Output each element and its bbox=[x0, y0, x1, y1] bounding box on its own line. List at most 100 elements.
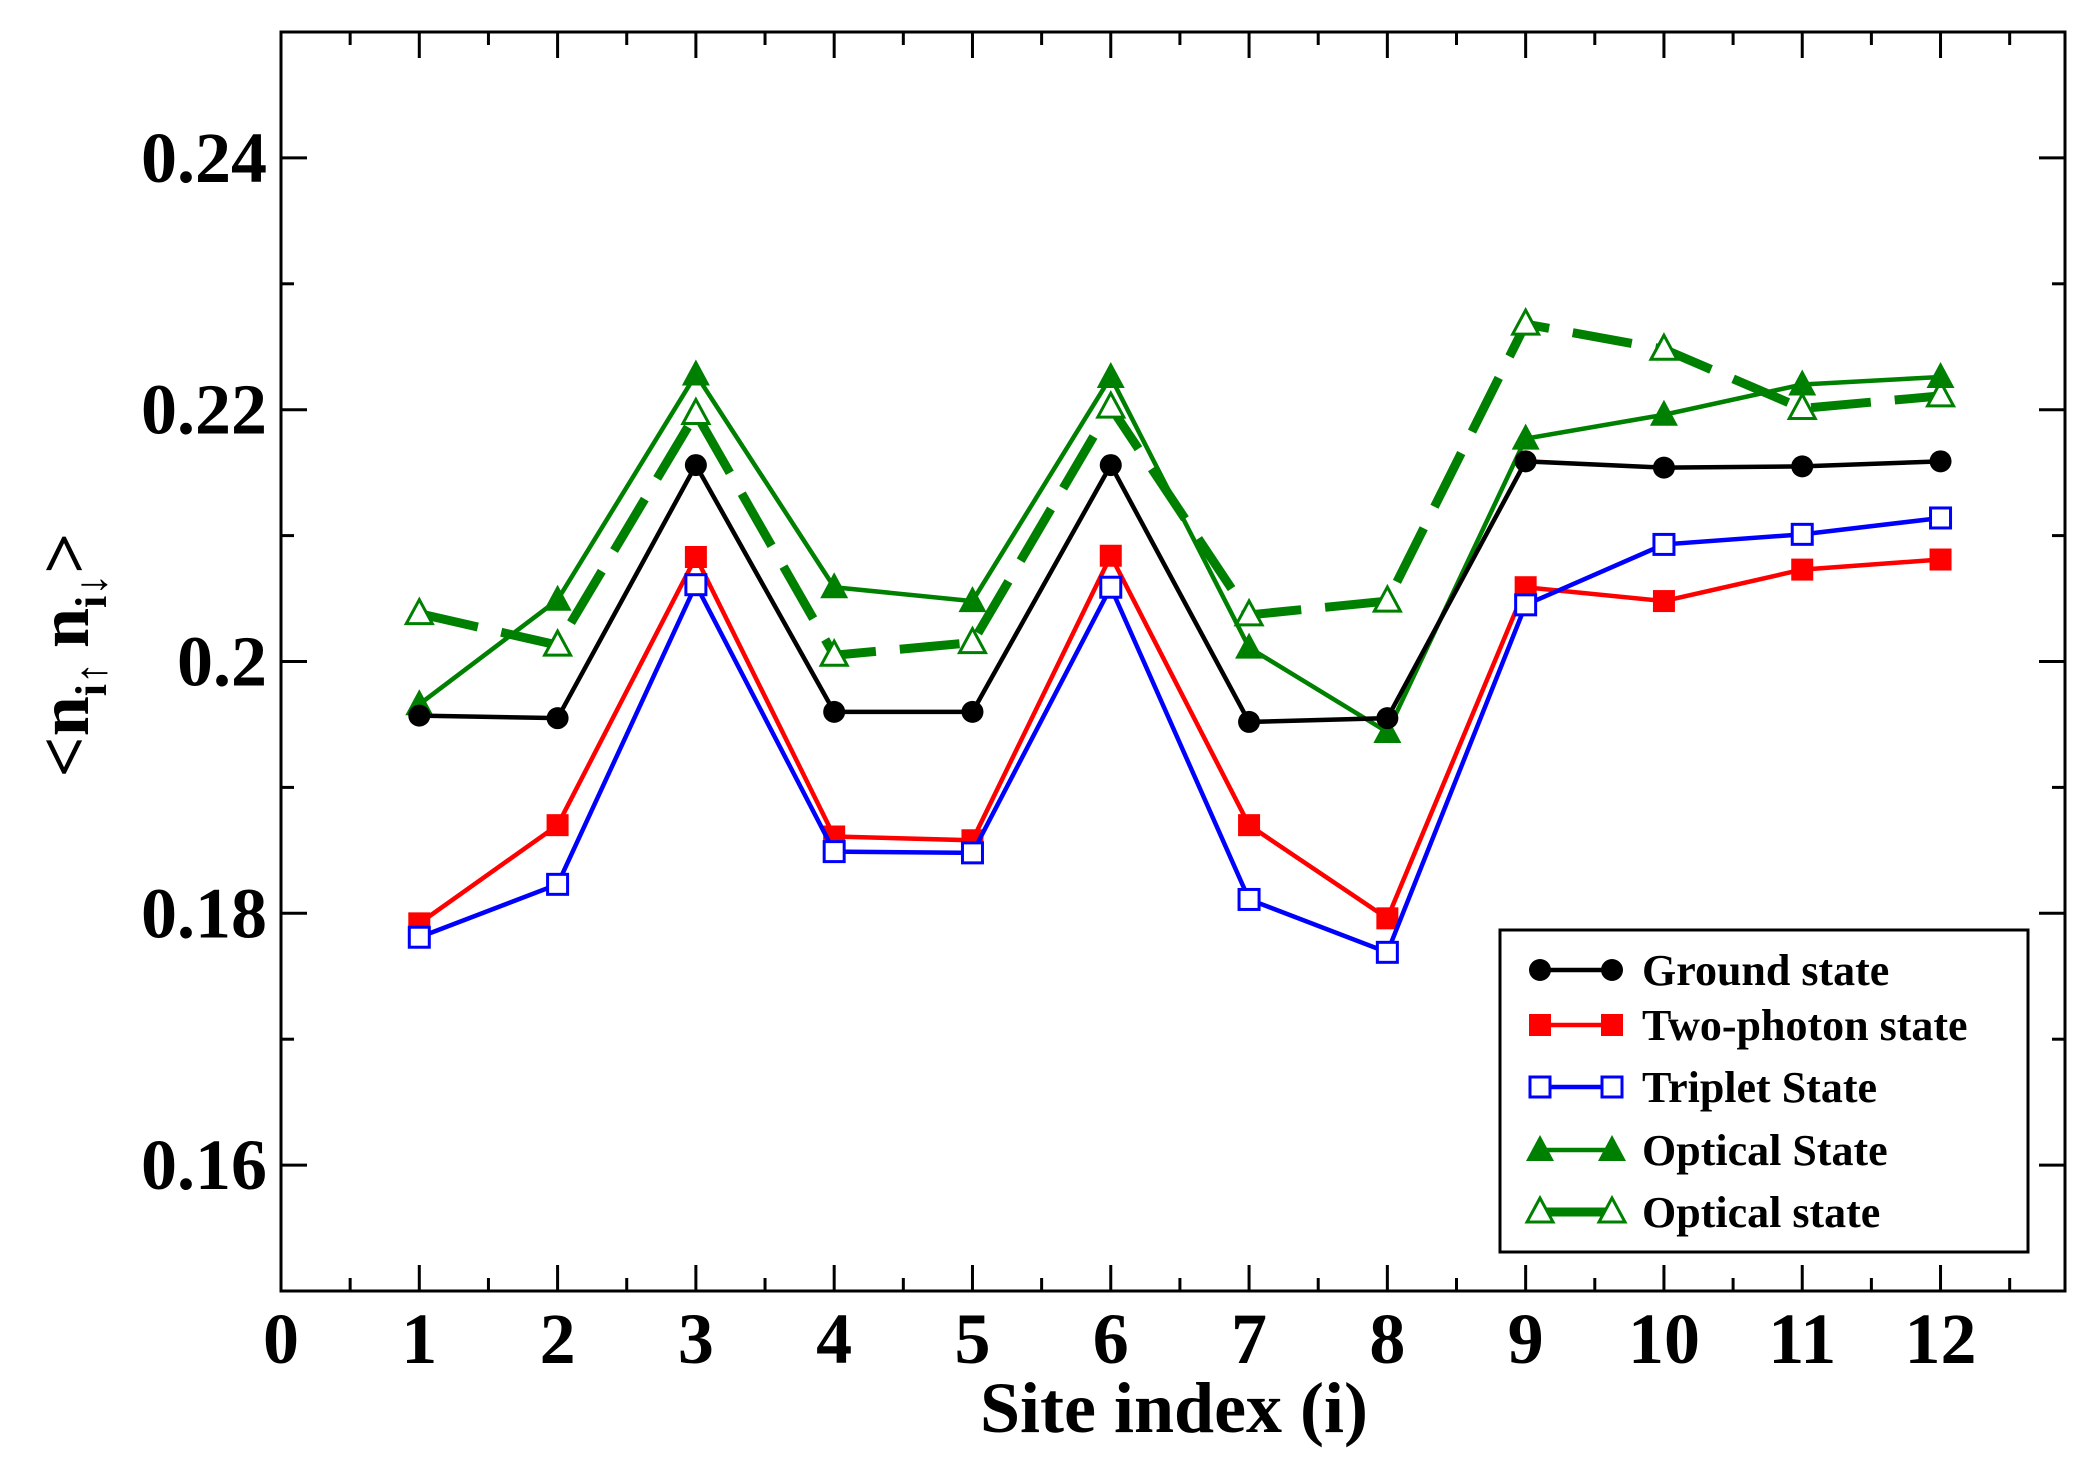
legend-marker bbox=[1601, 959, 1623, 981]
legend-label: Triplet State bbox=[1642, 1063, 1877, 1112]
legend-marker bbox=[1596, 1194, 1628, 1224]
data-point bbox=[1238, 710, 1261, 733]
x-tick-label: 4 bbox=[816, 1299, 852, 1379]
data-point bbox=[823, 700, 846, 723]
legend-label: Optical State bbox=[1642, 1126, 1888, 1175]
data-point bbox=[1788, 369, 1817, 396]
data-point bbox=[542, 627, 574, 657]
axis-ticks bbox=[279, 30, 2065, 1291]
x-axis-title: Site index (i) bbox=[980, 1368, 1368, 1448]
x-tick-label: 10 bbox=[1628, 1299, 1700, 1379]
data-point bbox=[1652, 590, 1675, 613]
x-tick-label: 3 bbox=[678, 1299, 714, 1379]
data-point bbox=[1786, 391, 1818, 420]
data-point bbox=[403, 596, 435, 626]
legend-label: Optical state bbox=[1642, 1188, 1880, 1237]
data-point bbox=[1237, 887, 1261, 911]
data-point bbox=[1376, 707, 1399, 730]
series-line bbox=[419, 459, 1941, 725]
y-title-n1: n bbox=[24, 696, 104, 736]
data-point bbox=[1926, 361, 1955, 388]
series-line bbox=[418, 319, 1941, 660]
data-point bbox=[958, 586, 987, 613]
legend-marker bbox=[1528, 1075, 1552, 1099]
y-title-arrow1: ↑ bbox=[67, 662, 116, 684]
data-point bbox=[1514, 593, 1538, 617]
data-point bbox=[546, 814, 569, 837]
data-point bbox=[1235, 632, 1264, 659]
data-point bbox=[1652, 456, 1675, 479]
series-line bbox=[417, 370, 1941, 736]
x-tick-label: 7 bbox=[1231, 1299, 1267, 1379]
data-point bbox=[1376, 907, 1399, 930]
data-point bbox=[820, 572, 849, 599]
series-layer bbox=[403, 306, 1957, 964]
y-title-n2: n bbox=[24, 608, 104, 648]
data-point bbox=[546, 707, 569, 730]
series-line bbox=[417, 550, 1941, 926]
x-tick-label: 11 bbox=[1768, 1299, 1836, 1379]
data-point bbox=[822, 840, 846, 864]
data-point bbox=[1929, 506, 1953, 530]
legend-item: Ground state bbox=[1529, 946, 1889, 995]
y-tick-label: 0.18 bbox=[141, 873, 267, 953]
data-point bbox=[543, 584, 572, 611]
series-optical-state bbox=[403, 306, 1957, 667]
series-triplet-state bbox=[407, 506, 1953, 964]
legend-marker bbox=[1529, 1014, 1551, 1036]
x-tick-label: 2 bbox=[540, 1299, 576, 1379]
data-point bbox=[1929, 450, 1952, 473]
data-point bbox=[1373, 717, 1402, 744]
data-point bbox=[1371, 583, 1403, 613]
data-point bbox=[1790, 522, 1814, 546]
data-point bbox=[681, 359, 710, 386]
legend-marker bbox=[1526, 1135, 1554, 1161]
data-point bbox=[1099, 544, 1122, 567]
series-line bbox=[418, 515, 1941, 956]
data-point bbox=[1095, 390, 1127, 419]
data-point bbox=[684, 573, 708, 597]
y-title-sub1: i bbox=[67, 684, 116, 696]
data-point bbox=[546, 872, 570, 896]
legend-marker bbox=[1524, 1194, 1556, 1224]
data-point bbox=[1648, 332, 1680, 361]
x-tick-label: 5 bbox=[954, 1299, 990, 1379]
x-tick-label: 8 bbox=[1369, 1299, 1405, 1379]
data-point bbox=[407, 925, 431, 949]
data-point bbox=[956, 625, 988, 655]
data-point bbox=[1375, 940, 1399, 964]
data-point bbox=[1099, 454, 1122, 477]
data-point bbox=[1925, 378, 1957, 408]
x-tick-label: 9 bbox=[1508, 1299, 1544, 1379]
legend: Ground state Two-photon state Triplet Stat… bbox=[1498, 928, 2030, 1254]
legend-marker bbox=[1601, 1014, 1623, 1036]
data-point bbox=[408, 704, 431, 727]
y-title-open: < bbox=[24, 736, 104, 777]
legend-label: Ground state bbox=[1642, 946, 1889, 995]
y-title-arrow2: ↓ bbox=[67, 574, 116, 596]
y-tick-label: 0.16 bbox=[141, 1125, 267, 1205]
legend-marker bbox=[1598, 1135, 1626, 1161]
y-tick-label: 0.2 bbox=[177, 622, 267, 702]
data-point bbox=[1791, 455, 1814, 478]
data-point bbox=[1510, 306, 1542, 336]
legend-box bbox=[1498, 928, 2030, 1254]
data-point bbox=[684, 454, 707, 477]
data-point bbox=[1096, 361, 1125, 388]
legend-label: Two-photon state bbox=[1642, 1001, 1968, 1050]
data-point bbox=[1652, 532, 1676, 556]
series-optical-state bbox=[405, 359, 1955, 744]
x-tick-label: 6 bbox=[1093, 1299, 1129, 1379]
data-point bbox=[961, 700, 984, 723]
legend-marker bbox=[1600, 1075, 1624, 1099]
legend-item: Two-photon state bbox=[1529, 1001, 1968, 1050]
x-tick-label: 1 bbox=[401, 1299, 437, 1379]
legend-item: Triplet State bbox=[1528, 1063, 1877, 1112]
data-point bbox=[1649, 399, 1678, 426]
legend-items: Ground state Two-photon state Triplet Stat… bbox=[1524, 946, 1968, 1237]
y-axis-title-text: <ni↑ni↓> bbox=[24, 533, 116, 778]
legend-marker bbox=[1529, 959, 1551, 981]
legend-item: Optical state bbox=[1524, 1188, 1880, 1237]
x-tick-label: 12 bbox=[1905, 1299, 1977, 1379]
